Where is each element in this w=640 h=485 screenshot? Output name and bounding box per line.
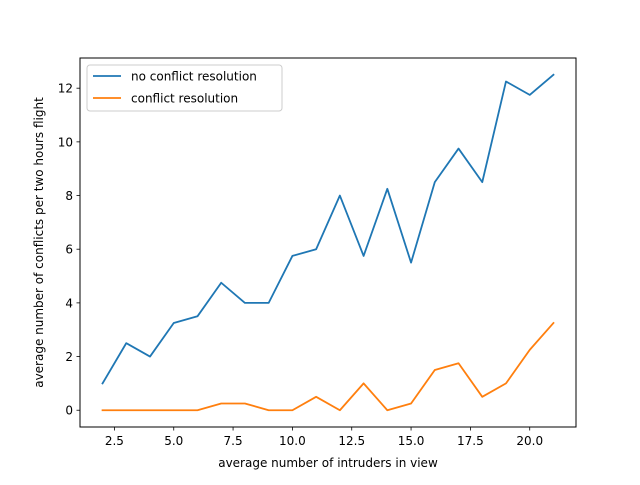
x-tick-label: 15.0 bbox=[398, 434, 425, 448]
legend: no conflict resolution conflict resolutio… bbox=[87, 65, 282, 111]
x-tick-label: 7.5 bbox=[224, 434, 243, 448]
y-tick-label: 6 bbox=[65, 243, 73, 257]
x-axis-label: average number of intruders in view bbox=[218, 456, 438, 470]
y-tick-label: 0 bbox=[65, 404, 73, 418]
x-tick-label: 2.5 bbox=[105, 434, 124, 448]
x-tick-label: 12.5 bbox=[338, 434, 365, 448]
x-tick-label: 20.0 bbox=[516, 434, 543, 448]
x-tick-label: 17.5 bbox=[457, 434, 484, 448]
y-tick-label: 2 bbox=[65, 350, 73, 364]
x-tick-label: 10.0 bbox=[279, 434, 306, 448]
y-tick-label: 8 bbox=[65, 189, 73, 203]
legend-label: no conflict resolution bbox=[131, 70, 257, 84]
y-axis-label: average number of conflicts per two hour… bbox=[32, 97, 46, 388]
y-tick-label: 12 bbox=[58, 82, 73, 96]
y-tick-label: 10 bbox=[58, 135, 73, 149]
x-tick-label: 5.0 bbox=[164, 434, 183, 448]
legend-label: conflict resolution bbox=[131, 92, 238, 106]
y-tick-label: 4 bbox=[65, 296, 73, 310]
